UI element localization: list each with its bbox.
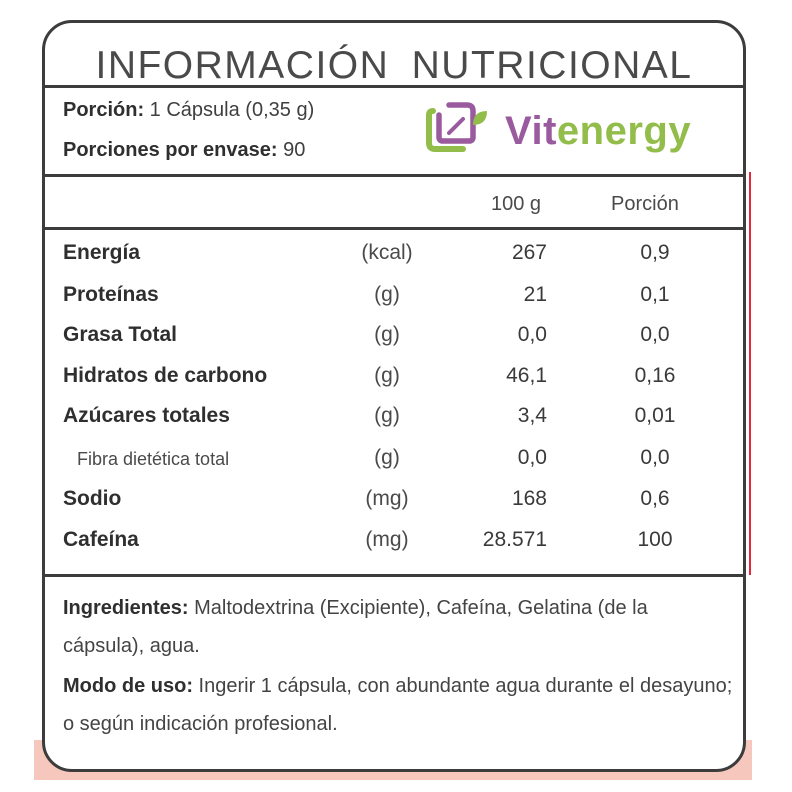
divider	[45, 85, 743, 88]
nutrient-value-portion: 0,01	[634, 404, 676, 427]
ingredients-label: Ingredientes:	[63, 597, 189, 619]
nutrient-value-portion: 0,1	[640, 283, 670, 306]
nutrient-value-100g: 0,0	[517, 323, 547, 346]
nutrient-value-100g: 168	[511, 487, 547, 510]
serving-size: Porción: 1 Cápsula (0,35 g)	[63, 99, 314, 122]
nutrient-value-portion: 0,0	[640, 446, 670, 469]
servings-per-container-value: 90	[277, 139, 306, 161]
red-edge-line	[749, 172, 751, 575]
nutrient-value-portion: 0,6	[640, 487, 670, 510]
nutrient-row-sugars: Azúcares totales (g) 3,4 0,01	[45, 404, 743, 434]
usage-label: Modo de uso:	[63, 675, 193, 697]
label-title: INFORMACIÓN NUTRICIONAL	[95, 44, 693, 87]
divider	[45, 227, 743, 230]
nutrient-row-carbohydrates: Hidratos de carbono (g) 46,1 0,16	[45, 364, 743, 394]
nutrient-unit: (mg)	[365, 487, 409, 510]
nutrient-value-portion: 0,16	[634, 364, 676, 387]
nutrient-row-energy: Energía (kcal) 267 0,9	[45, 241, 743, 271]
nutrient-value-100g: 0,0	[517, 446, 547, 469]
nutrition-label: INFORMACIÓN NUTRICIONAL Porción: 1 Cápsu…	[42, 20, 746, 772]
servings-per-container: Porciones por envase: 90	[63, 139, 305, 162]
vitenergy-logo-icon	[426, 102, 487, 152]
column-header-portion: Porción	[611, 193, 679, 215]
nutrient-value-portion: 0,9	[640, 241, 670, 264]
brand-name: Vitenergy	[505, 109, 691, 153]
nutrient-value-portion: 0,0	[640, 323, 670, 346]
nutrient-unit: (g)	[374, 283, 400, 306]
nutrient-name: Proteínas	[63, 283, 159, 306]
nutrient-unit: (mg)	[365, 528, 409, 551]
usage-section: Modo de uso: Ingerir 1 cápsula, con abun…	[63, 667, 733, 743]
nutrient-row-protein: Proteínas (g) 21 0,1	[45, 283, 743, 313]
nutrient-row-sodium: Sodio (mg) 168 0,6	[45, 487, 743, 517]
nutrient-name: Cafeína	[63, 528, 139, 551]
nutrient-name: Hidratos de carbono	[63, 364, 268, 387]
nutrient-row-total-fat: Grasa Total (g) 0,0 0,0	[45, 323, 743, 353]
nutrient-name: Azúcares totales	[63, 404, 230, 427]
nutrient-unit: (g)	[374, 323, 400, 346]
brand-name-part1: Vit	[505, 109, 557, 153]
servings-per-container-label: Porciones por envase:	[63, 139, 278, 161]
column-header-100g: 100 g	[491, 193, 542, 215]
ingredients-section: Ingredientes: Maltodextrina (Excipiente)…	[63, 589, 733, 665]
nutrient-name: Energía	[63, 241, 141, 264]
nutrient-value-100g: 267	[511, 241, 547, 264]
usage-text: Ingerir 1 cápsula, con abundante agua du…	[63, 675, 733, 735]
divider	[45, 174, 743, 177]
nutrient-value-100g: 46,1	[506, 364, 547, 387]
nutrient-unit: (g)	[374, 364, 400, 387]
nutrient-row-caffeine: Cafeína (mg) 28.571 100	[45, 528, 743, 558]
nutrient-value-portion: 100	[637, 528, 673, 551]
nutrient-name: Fibra dietética total	[77, 449, 230, 469]
divider	[45, 574, 743, 577]
nutrient-unit: (g)	[374, 404, 400, 427]
nutrient-value-100g: 3,4	[517, 404, 547, 427]
ingredients-text: Maltodextrina (Excipiente), Cafeína, Gel…	[63, 597, 648, 657]
serving-size-label: Porción:	[63, 99, 145, 121]
brand-name-part2: energy	[556, 109, 692, 153]
nutrient-value-100g: 21	[523, 283, 547, 306]
serving-size-value: 1 Cápsula (0,35 g)	[144, 99, 315, 121]
brand-logo: Vitenergy	[419, 99, 719, 161]
nutrient-unit: (kcal)	[361, 241, 413, 264]
nutrient-row-fiber: Fibra dietética total (g) 0,0 0,0	[45, 446, 743, 476]
nutrient-unit: (g)	[374, 446, 400, 469]
nutrient-value-100g: 28.571	[482, 528, 547, 551]
nutrient-name: Grasa Total	[63, 323, 177, 346]
nutrient-name: Sodio	[63, 487, 122, 510]
